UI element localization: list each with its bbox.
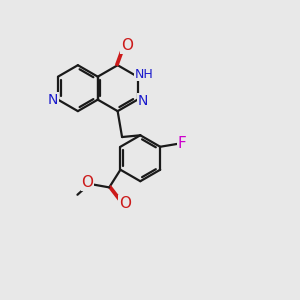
Text: O: O (121, 38, 133, 53)
Text: NH: NH (135, 68, 153, 81)
Text: F: F (178, 136, 186, 151)
Text: O: O (81, 176, 93, 190)
Text: N: N (47, 93, 58, 106)
Text: O: O (119, 196, 131, 211)
Text: N: N (138, 94, 148, 108)
